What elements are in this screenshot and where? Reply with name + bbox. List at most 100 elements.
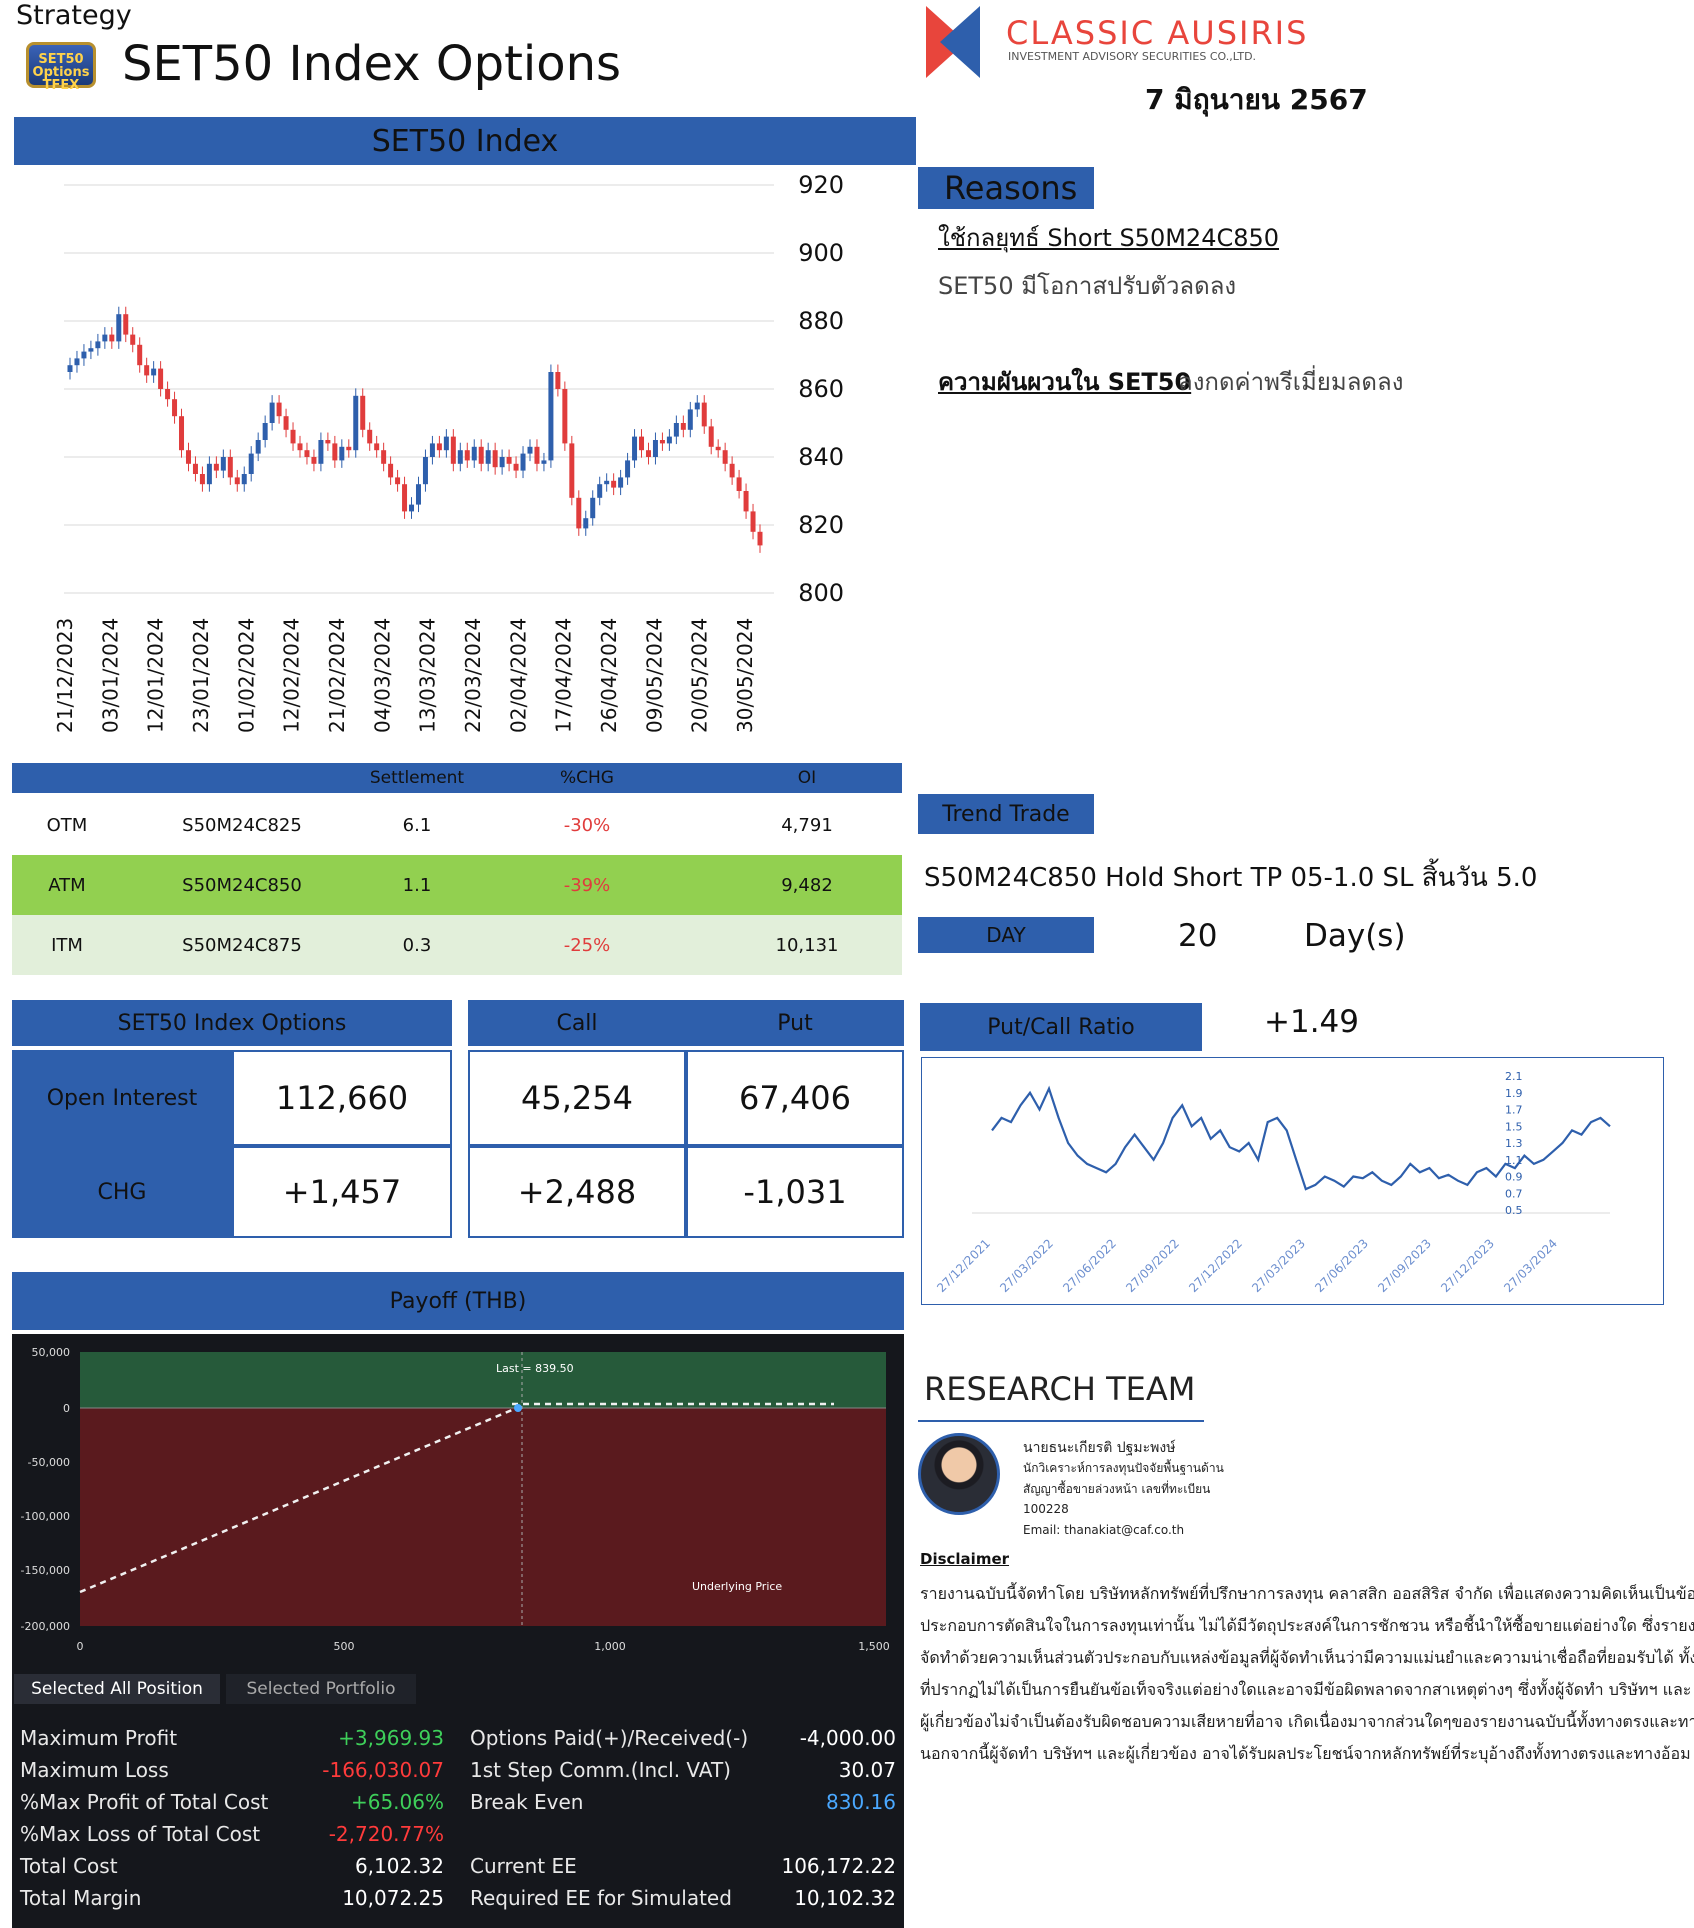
- candle-body: [611, 480, 617, 488]
- candle-body: [353, 395, 359, 451]
- candle-body: [471, 446, 477, 461]
- candle-body: [618, 477, 624, 488]
- candle-body: [415, 484, 421, 505]
- x-tick-label: 12/02/2024: [280, 618, 304, 733]
- stat-label: Maximum Loss: [20, 1758, 169, 1782]
- tab-selected-portfolio[interactable]: Selected Portfolio: [226, 1674, 416, 1704]
- put-header: Put: [777, 1010, 813, 1036]
- call-header: Call: [556, 1010, 598, 1036]
- table-row: ITM S50M24C875 0.3 -25% 10,131: [12, 915, 902, 975]
- underlying-price-label: Underlying Price: [692, 1580, 782, 1593]
- col-header-oi: OI: [797, 768, 817, 788]
- candle-body: [130, 334, 136, 345]
- set50-candlestick-chart: 920 900 880 860 840 820 800 21/12/2023 03/01/202…: [53, 171, 844, 733]
- x-tick-label: 17/04/2024: [552, 618, 576, 733]
- brand-name: CLASSIC AUSIRIS: [1006, 14, 1309, 52]
- y-tick-label: 800: [798, 579, 844, 607]
- candle-body: [687, 409, 693, 430]
- x-tick-label: 02/04/2024: [506, 618, 530, 733]
- candle-body: [81, 351, 87, 359]
- candle-body: [165, 389, 171, 400]
- trend-trade-header: Trend Trade: [918, 794, 1094, 834]
- x-tick-label: 30/05/2024: [733, 618, 757, 733]
- col-header-series: [122, 763, 362, 793]
- candle-body: [590, 497, 596, 519]
- candle-body: [381, 450, 387, 464]
- reason-line-2-rest: ลงกดค่าพรีเมี่ยมลดลง: [1178, 368, 1404, 396]
- candle-body: [478, 446, 484, 464]
- disclaimer-line: รายงานฉบับนี้จัดทำโดย บริษัทหลักทรัพย์ที…: [920, 1584, 1694, 1603]
- candle-body: [311, 457, 317, 464]
- candle-body: [220, 457, 226, 471]
- options-table-header: Settlement %CHG OI: [12, 763, 902, 793]
- candle-body: [255, 440, 261, 454]
- payoff-y-tick: -50,000: [28, 1456, 70, 1469]
- candle-body: [269, 402, 275, 423]
- loss-zone: [80, 1408, 886, 1626]
- x-tick-label: 13/03/2024: [416, 618, 440, 733]
- candle-body: [95, 341, 101, 349]
- candle-body: [88, 348, 94, 352]
- stat-label: %Max Profit of Total Cost: [20, 1790, 269, 1814]
- candle-body: [527, 446, 533, 454]
- candle-body: [597, 484, 603, 498]
- candle-body: [179, 416, 185, 451]
- candle-body: [248, 453, 254, 474]
- put-call-ratio-frame: 2.1 1.9 1.7 1.5 1.3 1.1 0.9 0.7 0.5 27/12/2021 27/…: [921, 1057, 1664, 1305]
- pcr-x-tick: 27/06/2022: [1060, 1236, 1119, 1295]
- candle-body: [506, 457, 512, 464]
- col-header-settlement: Settlement: [369, 768, 465, 788]
- stat-label: Options Paid(+)/Received(-): [470, 1726, 749, 1750]
- stat-value: -166,030.07: [322, 1758, 444, 1782]
- row-type: ITM: [51, 934, 83, 956]
- open-interest-label: Open Interest: [12, 1050, 232, 1146]
- payoff-y-tick: -150,000: [21, 1564, 70, 1577]
- break-even-point: [514, 1404, 522, 1412]
- report-date: 7 มิถุนายน 2567: [1145, 83, 1368, 116]
- tab-selected-all-position[interactable]: Selected All Position: [14, 1674, 220, 1704]
- candle-body: [569, 443, 575, 498]
- candle-body: [213, 463, 219, 471]
- col-header-type: [12, 763, 122, 793]
- pcr-y-tick: 1.9: [1505, 1087, 1523, 1100]
- candle-body: [367, 429, 373, 444]
- reasons-header: Reasons: [918, 167, 1094, 209]
- disclaimer-line: ประกอบการตัดสินใจในการลงทุนเท่านั้น ไม่ไ…: [920, 1616, 1694, 1635]
- brand-logo-icon: [926, 6, 980, 78]
- x-tick-label: 22/03/2024: [461, 618, 485, 733]
- candle-body: [520, 453, 526, 471]
- put-call-ratio-chart: 2.11.91.71.51.31.10.90.70.527/12/2021 27/…: [934, 1070, 1611, 1295]
- pcr-x-tick: 27/03/2022: [997, 1236, 1056, 1295]
- research-team-divider: [918, 1420, 1204, 1422]
- oi-summary-title: SET50 Index Options: [12, 1000, 452, 1046]
- pcr-y-tick: 0.9: [1505, 1171, 1523, 1184]
- candle-body: [388, 463, 394, 478]
- profit-zone: [80, 1352, 886, 1408]
- candle-body: [645, 450, 651, 457]
- oi-put-value: 67,406: [686, 1050, 904, 1146]
- stat-label: Total Margin: [20, 1886, 142, 1910]
- row-series: S50M24C850: [182, 874, 302, 896]
- candle-body: [450, 436, 456, 464]
- analyst-registration: 100228: [1023, 1502, 1069, 1516]
- candle-body: [583, 518, 589, 529]
- candle-body: [534, 446, 540, 464]
- pcr-x-tick: 27/03/2024: [1501, 1236, 1560, 1295]
- pcr-y-tick: 1.5: [1505, 1120, 1523, 1133]
- pcr-y-tick: 0.7: [1505, 1187, 1523, 1200]
- x-tick-label: 12/01/2024: [144, 618, 168, 733]
- candle-body: [339, 446, 345, 461]
- candle-body: [409, 504, 415, 512]
- stat-value: +65.06%: [350, 1790, 444, 1814]
- stat-label: %Max Loss of Total Cost: [20, 1822, 261, 1846]
- call-put-header: Call Put: [468, 1000, 904, 1046]
- analyst-email[interactable]: Email: thanakiat@caf.co.th: [1023, 1523, 1185, 1537]
- candle-body: [757, 531, 763, 546]
- stat-value: +3,969.93: [338, 1726, 444, 1750]
- candle-body: [234, 477, 240, 485]
- candle-body: [137, 344, 143, 366]
- candle-body: [492, 450, 498, 468]
- candle-body: [102, 334, 108, 342]
- candle-body: [144, 365, 150, 376]
- stat-value: 6,102.32: [354, 1854, 444, 1878]
